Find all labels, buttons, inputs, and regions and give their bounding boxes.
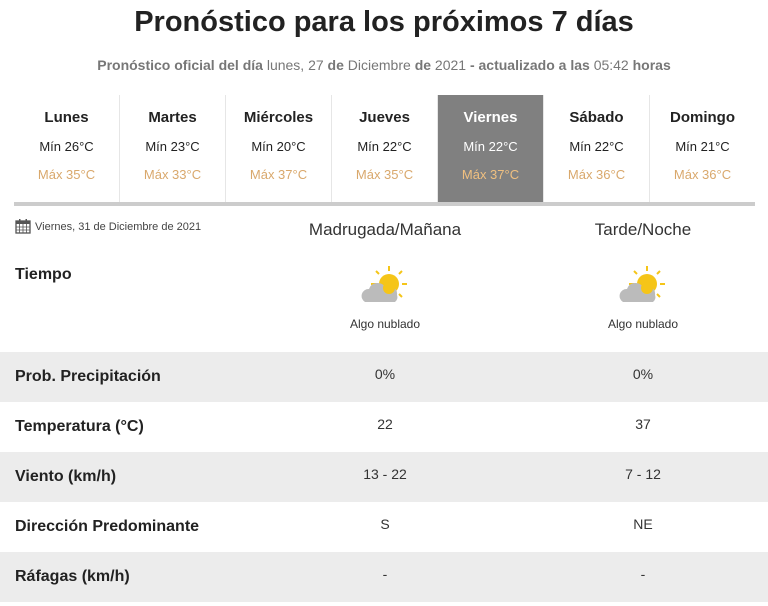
sub-text: de — [414, 57, 432, 73]
sub-text: horas — [632, 57, 671, 73]
day-name: Sábado — [569, 109, 624, 126]
max-temp: Máx 36°C — [673, 167, 732, 182]
max-temp: Máx 36°C — [567, 167, 626, 182]
weather-caption: Algo nublado — [607, 317, 679, 331]
forecast-row: Dirección Predominante S NE — [0, 502, 768, 552]
weather-morning: Algo nublado — [285, 264, 485, 331]
row-label: Prob. Precipitación — [15, 368, 161, 385]
row-label: Dirección Predominante — [15, 518, 200, 535]
sub-text: Pronóstico oficial del día — [97, 57, 263, 73]
sub-time: 05:42 — [593, 57, 629, 73]
forecast-row: Ráfagas (km/h) - - — [0, 552, 768, 602]
max-temp: Máx 33°C — [143, 167, 202, 182]
forecast-row: Viento (km/h) 13 - 22 7 - 12 — [0, 452, 768, 502]
weather-caption: Algo nublado — [349, 317, 421, 331]
day-name: Martes — [148, 109, 197, 126]
max-temp: Máx 37°C — [461, 167, 520, 182]
day-name: Miércoles — [243, 109, 314, 126]
min-temp: Mín 20°C — [251, 139, 306, 154]
day-tab-viernes[interactable]: Viernes Mín 22°C Máx 37°C — [438, 95, 544, 202]
subtitle: Pronóstico oficial del día lunes, 27 de … — [0, 57, 768, 73]
forecast-row: Prob. Precipitación 0% 0% — [0, 352, 768, 402]
day-name: Viernes — [463, 109, 518, 126]
day-tab-sábado[interactable]: Sábado Mín 22°C Máx 36°C — [544, 95, 650, 202]
sub-text: de — [327, 57, 344, 73]
row-label: Viento (km/h) — [15, 468, 117, 485]
sub-month: Diciembre — [347, 57, 411, 73]
page-title: Pronóstico para los próximos 7 días — [134, 6, 634, 38]
sub-date: lunes, 27 — [266, 57, 324, 73]
value-afternoon: 37 — [635, 416, 651, 432]
value-afternoon: NE — [633, 516, 653, 532]
day-name: Jueves — [359, 109, 410, 126]
max-temp: Máx 35°C — [37, 167, 96, 182]
row-label: Ráfagas (km/h) — [15, 568, 130, 585]
sub-year: 2021 — [434, 57, 467, 73]
min-temp: Mín 22°C — [357, 139, 412, 154]
day-tab-martes[interactable]: Martes Mín 23°C Máx 33°C — [120, 95, 226, 202]
sun-behind-cloud-icon — [619, 266, 665, 302]
max-temp: Máx 35°C — [355, 167, 414, 182]
column-header-morning: Madrugada/Mañana — [308, 220, 462, 239]
row-label: Temperatura (°C) — [15, 418, 144, 435]
weather-afternoon: Algo nublado — [543, 264, 743, 331]
day-tab-jueves[interactable]: Jueves Mín 22°C Máx 35°C — [332, 95, 438, 202]
day-tab-miércoles[interactable]: Miércoles Mín 20°C Máx 37°C — [226, 95, 332, 202]
row-label-tiempo: Tiempo — [15, 266, 72, 283]
min-temp: Mín 26°C — [39, 139, 94, 154]
value-morning: S — [380, 516, 390, 532]
min-temp: Mín 22°C — [569, 139, 624, 154]
calendar-icon — [15, 219, 31, 234]
day-tabs: Lunes Mín 26°C Máx 35°C Martes Mín 23°C Máx 3… — [14, 95, 755, 206]
sun-behind-cloud-icon — [361, 266, 407, 302]
day-name: Domingo — [670, 109, 735, 126]
column-header-afternoon: Tarde/Noche — [594, 220, 692, 239]
min-temp: Mín 21°C — [675, 139, 730, 154]
day-tab-lunes[interactable]: Lunes Mín 26°C Máx 35°C — [14, 95, 120, 202]
selected-date: Viernes, 31 de Diciembre de 2021 — [15, 219, 201, 234]
date-text: Viernes, 31 de Diciembre de 2021 — [35, 220, 202, 233]
value-afternoon: - — [640, 566, 646, 582]
day-name: Lunes — [44, 109, 89, 126]
value-afternoon: 7 - 12 — [625, 466, 661, 482]
max-temp: Máx 37°C — [249, 167, 308, 182]
sub-text: - actualizado a las — [469, 57, 590, 73]
min-temp: Mín 22°C — [463, 139, 518, 154]
value-morning: 13 - 22 — [363, 466, 407, 482]
value-morning: 22 — [377, 416, 393, 432]
min-temp: Mín 23°C — [145, 139, 200, 154]
value-morning: - — [382, 566, 388, 582]
day-tab-domingo[interactable]: Domingo Mín 21°C Máx 36°C — [650, 95, 755, 202]
value-afternoon: 0% — [632, 366, 654, 382]
forecast-row: Temperatura (°C) 22 37 — [0, 402, 768, 452]
value-morning: 0% — [374, 366, 396, 382]
